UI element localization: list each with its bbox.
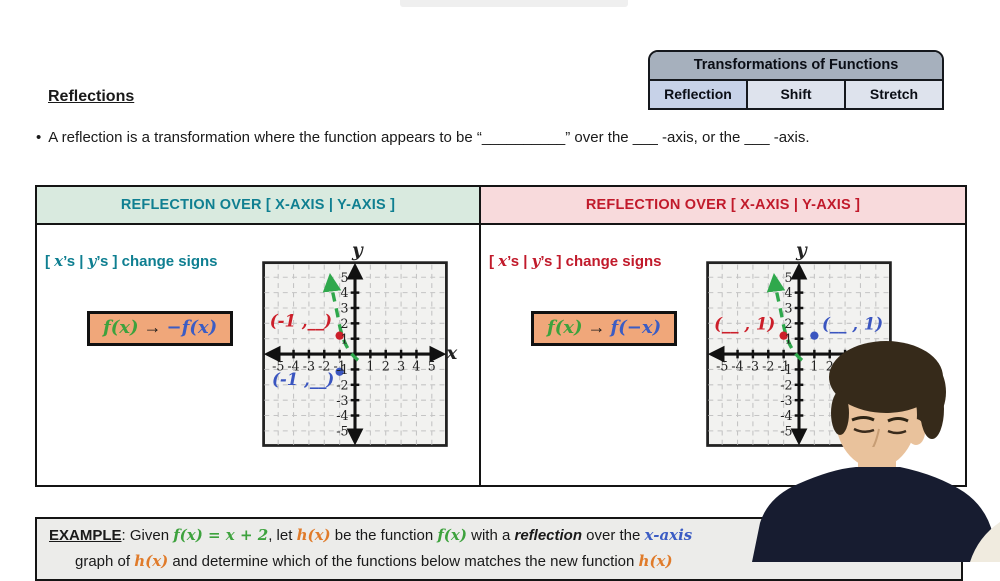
svg-text:-1: -1 — [336, 362, 348, 377]
transformations-table: Transformations of Functions Reflection … — [648, 50, 944, 110]
svg-text:-5: -5 — [336, 423, 348, 438]
example-line-2: graph of h(x) and determine which of the… — [75, 552, 673, 570]
svg-text:4: 4 — [785, 285, 793, 300]
svg-text:-3: -3 — [747, 359, 759, 374]
svg-text:-2: -2 — [762, 359, 774, 374]
presenter-eyes — [853, 427, 875, 433]
svg-text:2: 2 — [785, 316, 793, 331]
svg-text:1: 1 — [810, 359, 818, 374]
svg-text:5: 5 — [341, 270, 349, 285]
transformations-tabs: Reflection Shift Stretch — [650, 81, 942, 108]
svg-text:2: 2 — [341, 316, 349, 331]
svg-text:-4: -4 — [731, 359, 743, 374]
svg-text:(__ , 1): (__ , 1) — [822, 313, 883, 333]
svg-text:x: x — [445, 343, 458, 364]
definition-text: A reflection is a transformation where t… — [48, 129, 810, 146]
svg-text:4: 4 — [412, 359, 420, 374]
svg-text:1: 1 — [785, 331, 793, 346]
svg-text:3: 3 — [785, 301, 793, 316]
change-signs-note: [ x’s | y’s ] change signs — [45, 252, 218, 270]
svg-text:3: 3 — [341, 301, 349, 316]
transformations-table-title: Transformations of Functions — [650, 52, 942, 81]
svg-text:-4: -4 — [287, 359, 299, 374]
panel-x-axis-reflection: REFLECTION OVER [ X-AXIS | Y-AXIS ] [ x’… — [37, 187, 479, 485]
svg-text:4: 4 — [341, 285, 349, 300]
tab-reflection: Reflection — [650, 81, 746, 108]
coordinate-grid-right: -5-4-3-2-112345-5-4-3-2-112345xy(__ , 1)… — [706, 240, 902, 447]
svg-text:y: y — [351, 240, 364, 261]
svg-text:1: 1 — [341, 331, 349, 346]
svg-text:-2: -2 — [780, 377, 792, 392]
page-title: Reflections — [48, 88, 135, 105]
presenter-webcam — [740, 317, 1000, 575]
tab-stretch: Stretch — [844, 81, 942, 108]
svg-text:-1: -1 — [780, 362, 792, 377]
svg-text:5: 5 — [785, 270, 793, 285]
svg-text:(-1 ,__): (-1 ,__) — [270, 310, 332, 330]
panel-header: REFLECTION OVER [ X-AXIS | Y-AXIS ] — [481, 187, 965, 225]
svg-text:-5: -5 — [716, 359, 728, 374]
svg-text:-5: -5 — [780, 423, 792, 438]
reflection-comparison-table: REFLECTION OVER [ X-AXIS | Y-AXIS ] [ x’… — [35, 185, 967, 487]
svg-text:-2: -2 — [318, 359, 330, 374]
top-cropped-bar — [400, 0, 628, 7]
svg-text:(-1 ,__): (-1 ,__) — [272, 369, 334, 389]
svg-text:2: 2 — [382, 359, 390, 374]
svg-text:5: 5 — [428, 359, 436, 374]
panel-header: REFLECTION OVER [ X-AXIS | Y-AXIS ] — [37, 187, 479, 225]
svg-text:-3: -3 — [303, 359, 315, 374]
svg-text:-4: -4 — [336, 408, 348, 423]
change-signs-note: [ x’s | y’s ] change signs — [489, 252, 662, 270]
panel-y-axis-reflection: REFLECTION OVER [ X-AXIS | Y-AXIS ] [ x’… — [479, 187, 965, 485]
presenter-shirt — [752, 467, 997, 562]
definition-line: • A reflection is a transformation where … — [36, 129, 976, 146]
panel-body: [ x’s | y’s ] change signs f(x) → −f(x) … — [37, 225, 479, 483]
formula-box: f(x) → −f(x) — [87, 311, 234, 346]
svg-text:-2: -2 — [336, 377, 348, 392]
svg-text:(__ , 1): (__ , 1) — [714, 313, 775, 333]
svg-text:3: 3 — [397, 359, 405, 374]
svg-text:-4: -4 — [780, 408, 792, 423]
coordinate-grid-left: -5-4-3-2-112345-5-4-3-2-112345xy(-1 ,__)… — [262, 240, 458, 447]
svg-text:y: y — [795, 240, 808, 261]
svg-text:-3: -3 — [336, 393, 348, 408]
svg-text:-1: -1 — [778, 359, 790, 374]
example-line-1: EXAMPLE: Given f(x) = x + 2, let h(x) be… — [49, 526, 693, 544]
panel-body: [ x’s | y’s ] change signs f(x) → f(−x) … — [481, 225, 965, 483]
svg-text:-5: -5 — [272, 359, 284, 374]
svg-text:-3: -3 — [780, 393, 792, 408]
formula-box: f(x) → f(−x) — [531, 311, 678, 346]
svg-text:2: 2 — [826, 359, 834, 374]
svg-text:1: 1 — [366, 359, 374, 374]
bullet-dot: • — [36, 129, 42, 146]
presenter-illustration — [752, 341, 1000, 575]
svg-text:-1: -1 — [334, 359, 346, 374]
tab-shift: Shift — [746, 81, 844, 108]
